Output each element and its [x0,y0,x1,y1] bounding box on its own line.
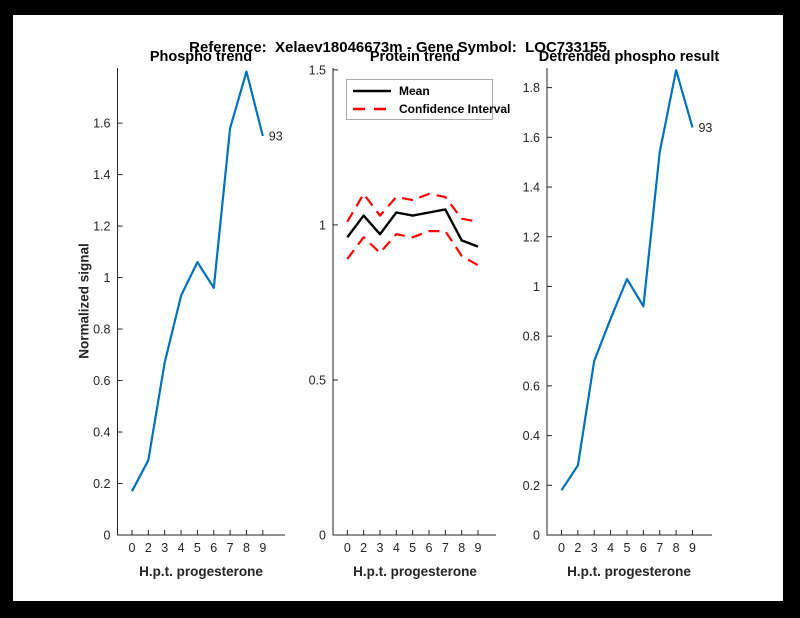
detrended-phospho-y-tick-label: 1.8 [523,81,540,95]
phospho-trend-y-tick-label: 1 [104,271,111,285]
phospho-trend-x-tick-label: 4 [178,541,185,555]
protein-trend-xlabel: H.p.t. progesterone [353,564,477,579]
detrended-phospho-y-tick-label: 1.2 [523,230,540,244]
protein-trend-x-tick-label: 0 [344,541,351,555]
protein-trend-x-tick-label: 9 [475,541,482,555]
detrended-phospho-y-tick-label: 1.6 [523,131,540,145]
legend-entry-mean: Mean [353,83,492,98]
y-axis-label: Normalized signal [76,243,92,359]
detrended-phospho-x-tick-label: 4 [607,541,614,555]
phospho-trend-x-tick-label: 8 [243,541,250,555]
detrended-phospho-x-tick-label: 3 [591,541,598,555]
detrended-phospho-y-tick-label: 0 [533,529,540,543]
phospho-trend-endpoint-label: 93 [269,129,283,143]
protein-trend-x-tick-label: 6 [426,541,433,555]
detrended-phospho-x-tick-label: 5 [624,541,631,555]
phospho-trend-x-tick-label: 3 [161,541,168,555]
phospho-trend-y-tick-label: 1.6 [93,117,110,131]
protein-trend-x-tick-label: 7 [442,541,449,555]
detrended-phospho-y-tick-label: 0.6 [523,379,540,393]
mean-line-swatch [353,89,391,92]
protein-trend-y-tick-label: 0.5 [309,373,326,387]
phospho-trend-x-tick-label: 2 [145,541,152,555]
phospho-trend-y-tick-label: 0 [104,529,111,543]
protein-trend-axes [332,68,496,536]
phospho-trend-y-tick-label: 0.2 [93,477,110,491]
protein-trend-x-tick-label: 3 [377,541,384,555]
phospho-trend-title: Phospho trend [149,49,253,65]
detrended-phospho-y-tick-label: 0.2 [523,479,540,493]
detrended-phospho-xlabel: H.p.t. progesterone [567,564,691,579]
legend-label-mean: Mean [399,83,430,98]
protein-trend-y-tick-label: 0 [319,529,326,543]
phospho-trend-x-tick-label: 5 [194,541,201,555]
detrended-phospho-x-tick-label: 7 [656,541,663,555]
detrended-phospho-x-tick-label: 8 [673,541,680,555]
detrended-phospho-y-tick-label: 0.8 [523,330,540,344]
confidence-interval-swatch [353,107,391,110]
protein-trend-y-tick-label: 1 [319,218,326,232]
phospho-trend-axes [117,68,285,536]
confidence-interval-upper-line [346,192,479,223]
protein-trend-x-tick-label: 4 [393,541,400,555]
detrended-phospho-x-tick-label: 2 [574,541,581,555]
phospho-trend-y-tick-label: 1.2 [93,220,110,234]
detrended-phospho-x-tick-label: 6 [640,541,647,555]
phospho-trend-line [131,70,264,492]
detrended-phospho-endpoint-label: 93 [698,121,712,135]
detrended-phospho-y-tick-label: 1.4 [523,181,540,195]
confidence-interval-lower-line [346,230,479,267]
legend-label-confidence-interval: Confidence Interval [399,101,511,116]
protein-trend-x-tick-label: 8 [458,541,465,555]
phospho-trend-y-tick-label: 0.8 [93,323,110,337]
mean-line [346,208,479,248]
detrended-phospho-title: Detrended phospho result [538,49,720,65]
protein-trend-y-tick-label: 1.5 [309,63,326,77]
phospho-trend-y-tick-label: 1.4 [93,168,110,182]
protein-trend-title: Protein trend [369,49,461,65]
detrended-phospho-line [560,69,694,491]
detrended-phospho-y-tick-label: 0.4 [523,429,540,443]
legend: Mean Confidence Interval [346,79,510,120]
protein-trend-x-tick-label: 5 [409,541,416,555]
figure-title: Reference: Xelaev18046673m - Gene Symbol… [189,39,607,56]
phospho-trend-y-tick-label: 0.4 [93,426,110,440]
phospho-trend-x-tick-label: 7 [227,541,234,555]
phospho-trend-y-tick-label: 0.6 [93,374,110,388]
phospho-trend-xlabel: H.p.t. progesterone [139,564,263,579]
phospho-trend-x-tick-label: 0 [129,541,136,555]
legend-entry-confidence-interval: Confidence Interval [353,101,510,116]
phospho-trend-x-tick-label: 6 [210,541,217,555]
protein-trend-x-tick-label: 2 [360,541,367,555]
detrended-phospho-axes [546,68,712,536]
detrended-phospho-x-tick-label: 9 [689,541,696,555]
detrended-phospho-x-tick-label: 0 [558,541,565,555]
detrended-phospho-y-tick-label: 1 [533,280,540,294]
phospho-trend-x-tick-label: 9 [259,541,266,555]
